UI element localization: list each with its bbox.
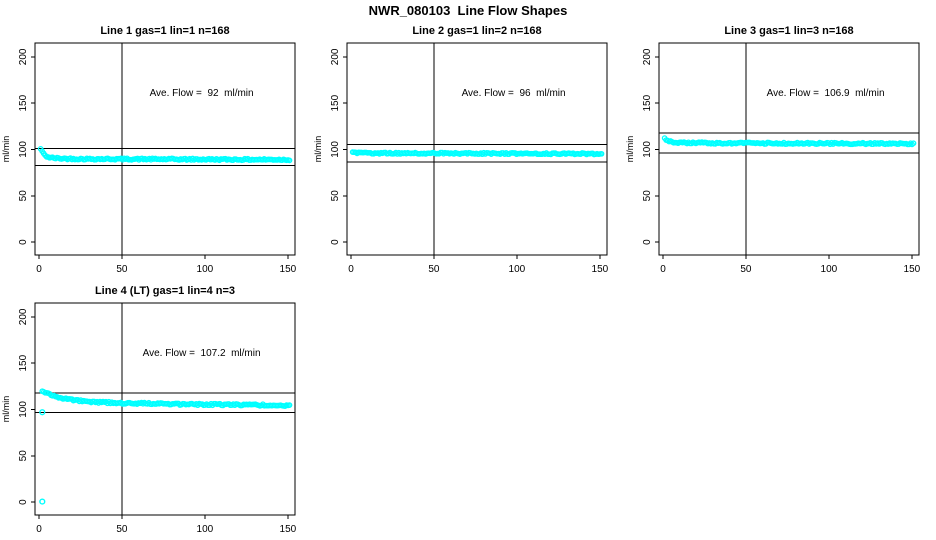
average-flow-annotation: Ave. Flow = 107.2 ml/min [143, 348, 261, 359]
y-tick-label: 0 [18, 239, 29, 245]
y-tick-label: 50 [18, 190, 29, 202]
panel-title: Line 4 (LT) gas=1 lin=4 n=3 [95, 285, 235, 297]
y-tick-label: 100 [642, 141, 653, 158]
flow-points [37, 145, 293, 164]
y-axis-label: ml/min [625, 136, 635, 163]
x-tick-label: 150 [592, 264, 609, 275]
plot-box [34, 302, 296, 516]
panel-line-2-chart: 0 50 100 150 0 50 100 150 200 ml/min Line 2 gas=1 … [313, 25, 609, 275]
panel-line-1-chart: 0 50 100 150 0 50 100 150 200 ml/min Line 1 gas=1 … [1, 25, 297, 275]
flow-points [661, 135, 917, 148]
y-tick-label: 100 [18, 141, 29, 158]
x-tick-label: 100 [821, 264, 838, 275]
y-tick-label: 150 [330, 94, 341, 111]
y-tick-label: 0 [642, 239, 653, 245]
flow-outlier-point [39, 498, 46, 505]
y-tick-label: 100 [330, 141, 341, 158]
x-tick-label: 0 [348, 264, 354, 275]
x-tick-label: 0 [36, 524, 42, 535]
y-tick-label: 50 [642, 190, 653, 202]
x-tick-label: 50 [740, 264, 752, 275]
y-tick-label: 50 [330, 190, 341, 202]
x-tick-label: 50 [428, 264, 440, 275]
flow-point [598, 150, 605, 157]
figure-title: NWR_080103 Line Flow Shapes [368, 3, 568, 18]
x-tick-label: 100 [197, 264, 214, 275]
y-tick-label: 200 [330, 48, 341, 65]
flow-points [349, 149, 605, 158]
average-flow-annotation: Ave. Flow = 106.9 ml/min [767, 88, 885, 99]
y-tick-label: 200 [18, 48, 29, 65]
flow-outlier-point [39, 409, 46, 416]
flow-points [39, 388, 293, 505]
panel-line-4-chart: 0 50 100 150 0 50 100 150 200 ml/min Line 4 (LT) g… [1, 285, 297, 535]
plot-box [346, 42, 608, 256]
x-tick-label: 100 [509, 264, 526, 275]
x-tick-label: 150 [904, 264, 921, 275]
x-tick-label: 50 [116, 524, 128, 535]
panel-title: Line 2 gas=1 lin=2 n=168 [412, 25, 541, 37]
average-flow-annotation: Ave. Flow = 92 ml/min [150, 88, 254, 99]
y-axis-label: ml/min [1, 136, 11, 163]
panel-title: Line 3 gas=1 lin=3 n=168 [724, 25, 853, 37]
flow-point [286, 402, 293, 408]
average-flow-annotation: Ave. Flow = 96 ml/min [462, 88, 566, 99]
plot-box [34, 42, 296, 256]
x-tick-label: 100 [197, 524, 214, 535]
y-tick-label: 50 [18, 450, 29, 462]
empty-cell [312, 280, 624, 540]
panel-title: Line 1 gas=1 lin=1 n=168 [100, 25, 229, 37]
y-axis-label: ml/min [313, 136, 323, 163]
x-tick-label: 150 [280, 264, 297, 275]
y-tick-label: 150 [18, 354, 29, 371]
y-tick-label: 150 [642, 94, 653, 111]
y-tick-label: 200 [18, 308, 29, 325]
x-tick-label: 150 [280, 524, 297, 535]
y-tick-label: 150 [18, 94, 29, 111]
y-tick-label: 0 [18, 499, 29, 505]
x-tick-label: 0 [36, 264, 42, 275]
y-tick-label: 100 [18, 401, 29, 418]
x-tick-label: 50 [116, 264, 128, 275]
panels-grid: 0 50 100 150 0 50 100 150 200 ml/min Line 1 gas=1 … [0, 20, 936, 540]
y-axis-label: ml/min [1, 396, 11, 423]
x-tick-label: 0 [660, 264, 666, 275]
empty-cell [624, 280, 936, 540]
panel-line-3-chart: 0 50 100 150 0 50 100 150 200 ml/min Line 3 gas=1 … [625, 25, 921, 275]
flow-point [910, 140, 917, 147]
y-tick-label: 200 [642, 48, 653, 65]
flow-point [286, 157, 293, 164]
plot-box [658, 42, 920, 256]
y-tick-label: 0 [330, 239, 341, 245]
